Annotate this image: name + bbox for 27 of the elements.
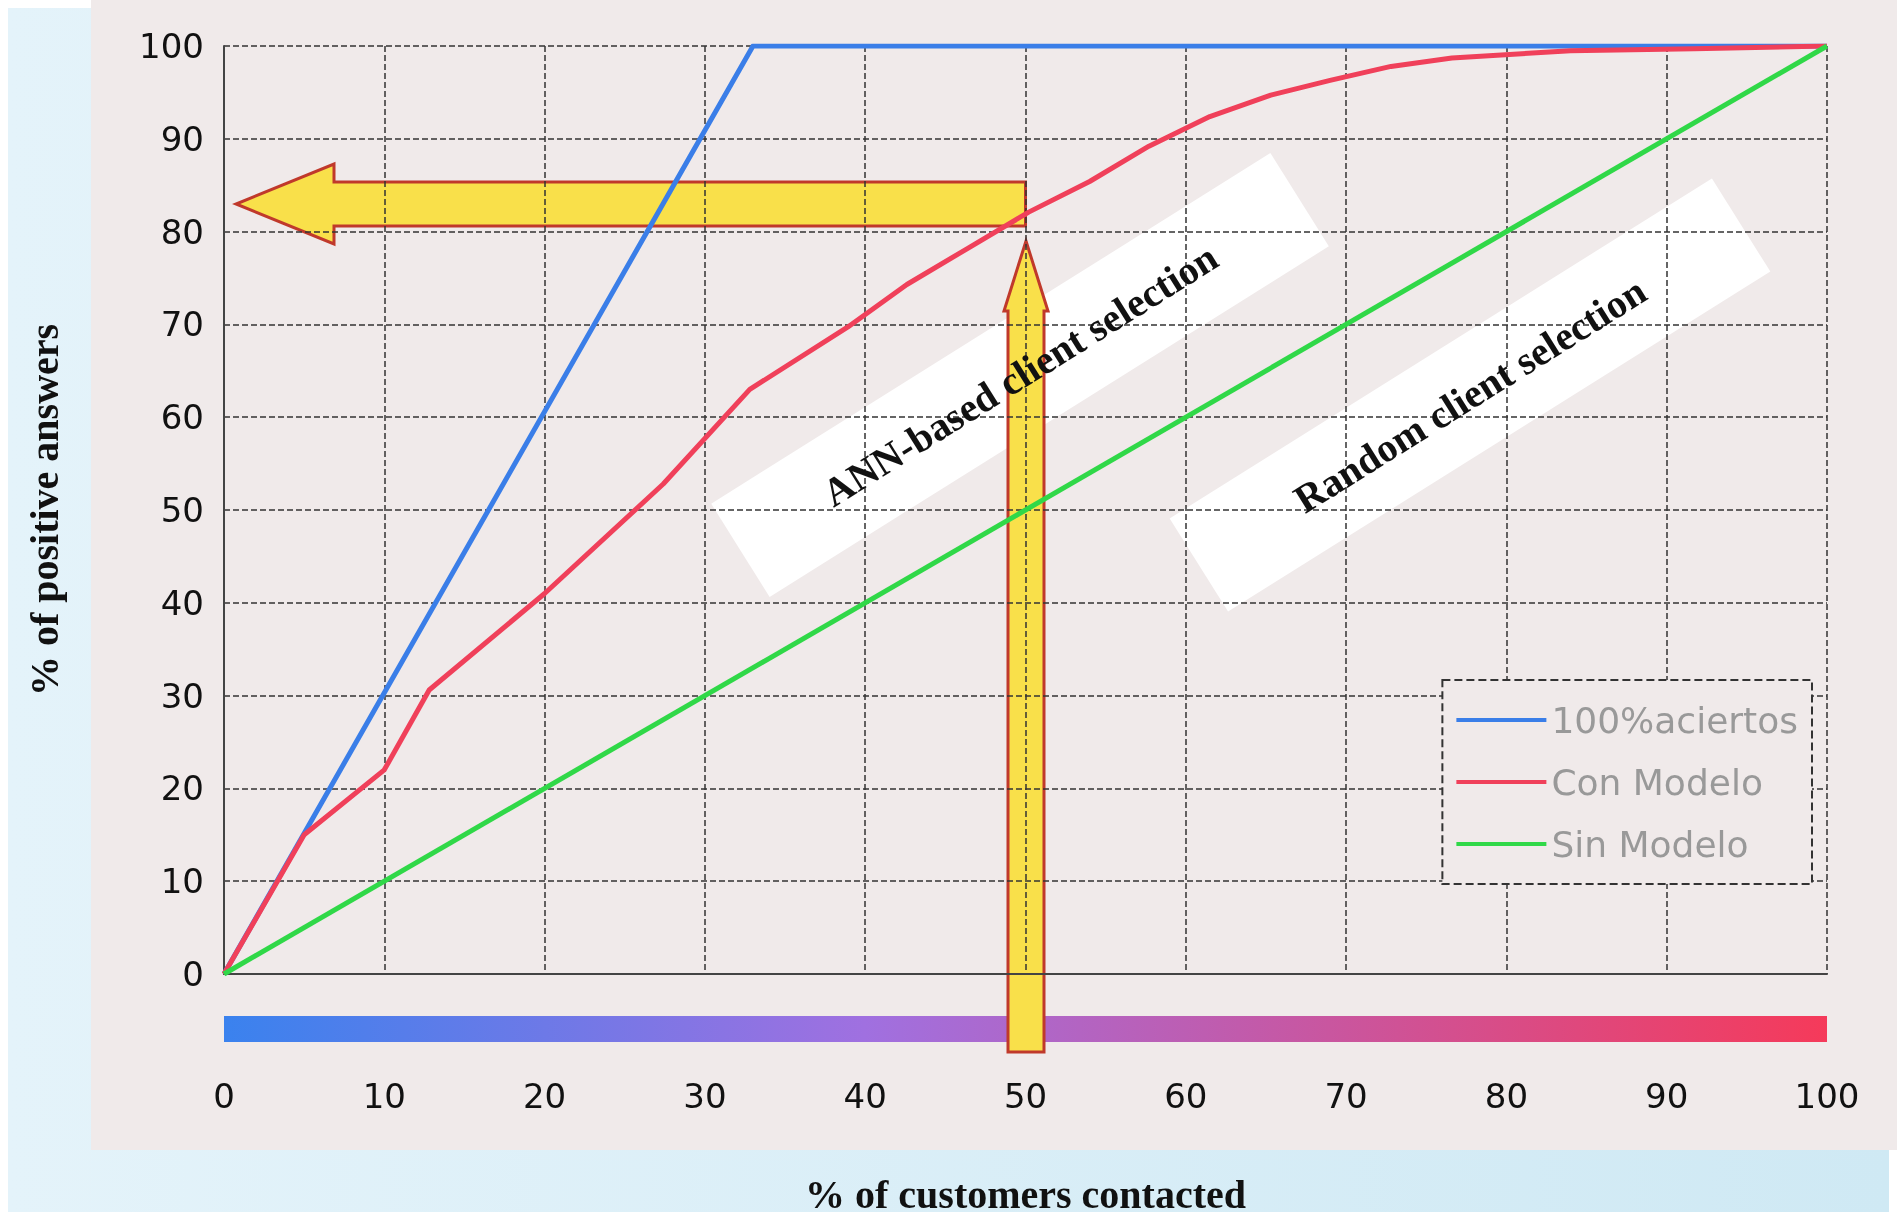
- x-tick-label: 60: [1164, 1076, 1208, 1116]
- legend-label: Con Modelo: [1551, 761, 1763, 803]
- y-tick-label: 90: [160, 118, 204, 159]
- legend-label: 100%aciertos: [1551, 699, 1798, 741]
- x-tick-label: 90: [1645, 1076, 1689, 1116]
- y-tick-label: 60: [160, 397, 204, 438]
- y-tick-label: 0: [182, 954, 204, 994]
- y-tick-label: 80: [160, 211, 204, 252]
- y-tick-label: 10: [160, 861, 204, 902]
- legend-label: Sin Modelo: [1551, 823, 1749, 865]
- y-tick-label: 50: [160, 490, 204, 530]
- y-tick-label: 100: [139, 26, 204, 66]
- x-tick-label: 30: [683, 1076, 727, 1116]
- y-tick-label: 30: [160, 675, 204, 716]
- y-axis-title: % of positive answers: [21, 323, 67, 697]
- x-axis-title: % of customers contacted: [805, 1171, 1246, 1217]
- y-tick-label: 20: [160, 768, 204, 809]
- x-tick-label: 50: [1003, 1076, 1048, 1116]
- x-tick-label: 40: [843, 1076, 887, 1116]
- x-tick-label: 20: [522, 1076, 567, 1116]
- x-tick-label: 10: [362, 1076, 406, 1116]
- x-tick-label: 70: [1324, 1076, 1368, 1116]
- y-tick-label: 40: [160, 582, 204, 623]
- x-tick-label: 100: [1794, 1076, 1860, 1116]
- x-tick-label: 80: [1484, 1076, 1529, 1116]
- x-tick-label: 0: [213, 1076, 235, 1116]
- y-tick-label: 70: [160, 304, 204, 345]
